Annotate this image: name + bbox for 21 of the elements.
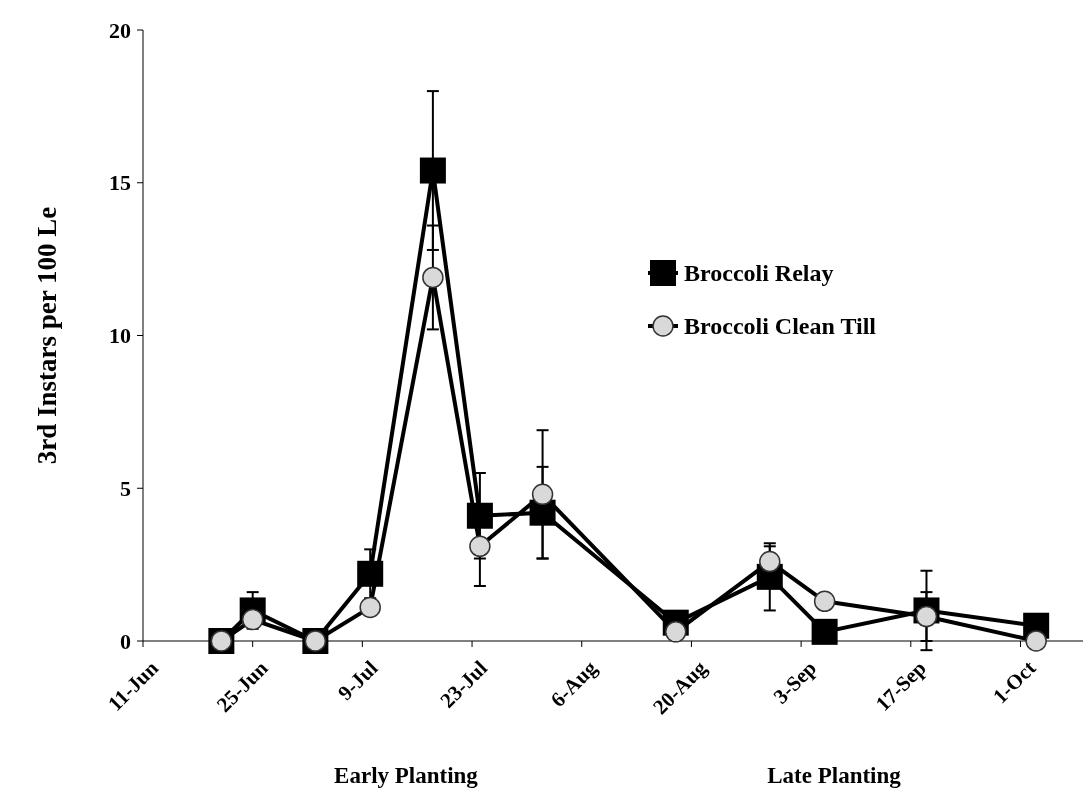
y-axis-title: 3rd Instars per 100 Le [32, 206, 62, 465]
point [915, 605, 938, 628]
legend-label: Broccoli Clean Till [684, 313, 877, 340]
text: Early Planting [334, 763, 479, 788]
point [241, 608, 264, 631]
y-tick-label: 15 [109, 170, 131, 196]
point [422, 266, 444, 289]
y-tick-label: 0 [120, 628, 131, 654]
point [813, 590, 836, 613]
point [531, 483, 554, 506]
point [469, 535, 491, 558]
y-tick-label: 5 [120, 475, 131, 501]
point [1025, 630, 1047, 652]
text: Late Planting [767, 763, 902, 788]
y-tick-label: 20 [109, 17, 131, 43]
point [759, 550, 781, 573]
point [811, 618, 838, 645]
y-tick-label: 10 [109, 323, 131, 349]
legend-label: Broccoli Relay [684, 260, 834, 287]
point [359, 596, 381, 619]
point [419, 157, 446, 184]
